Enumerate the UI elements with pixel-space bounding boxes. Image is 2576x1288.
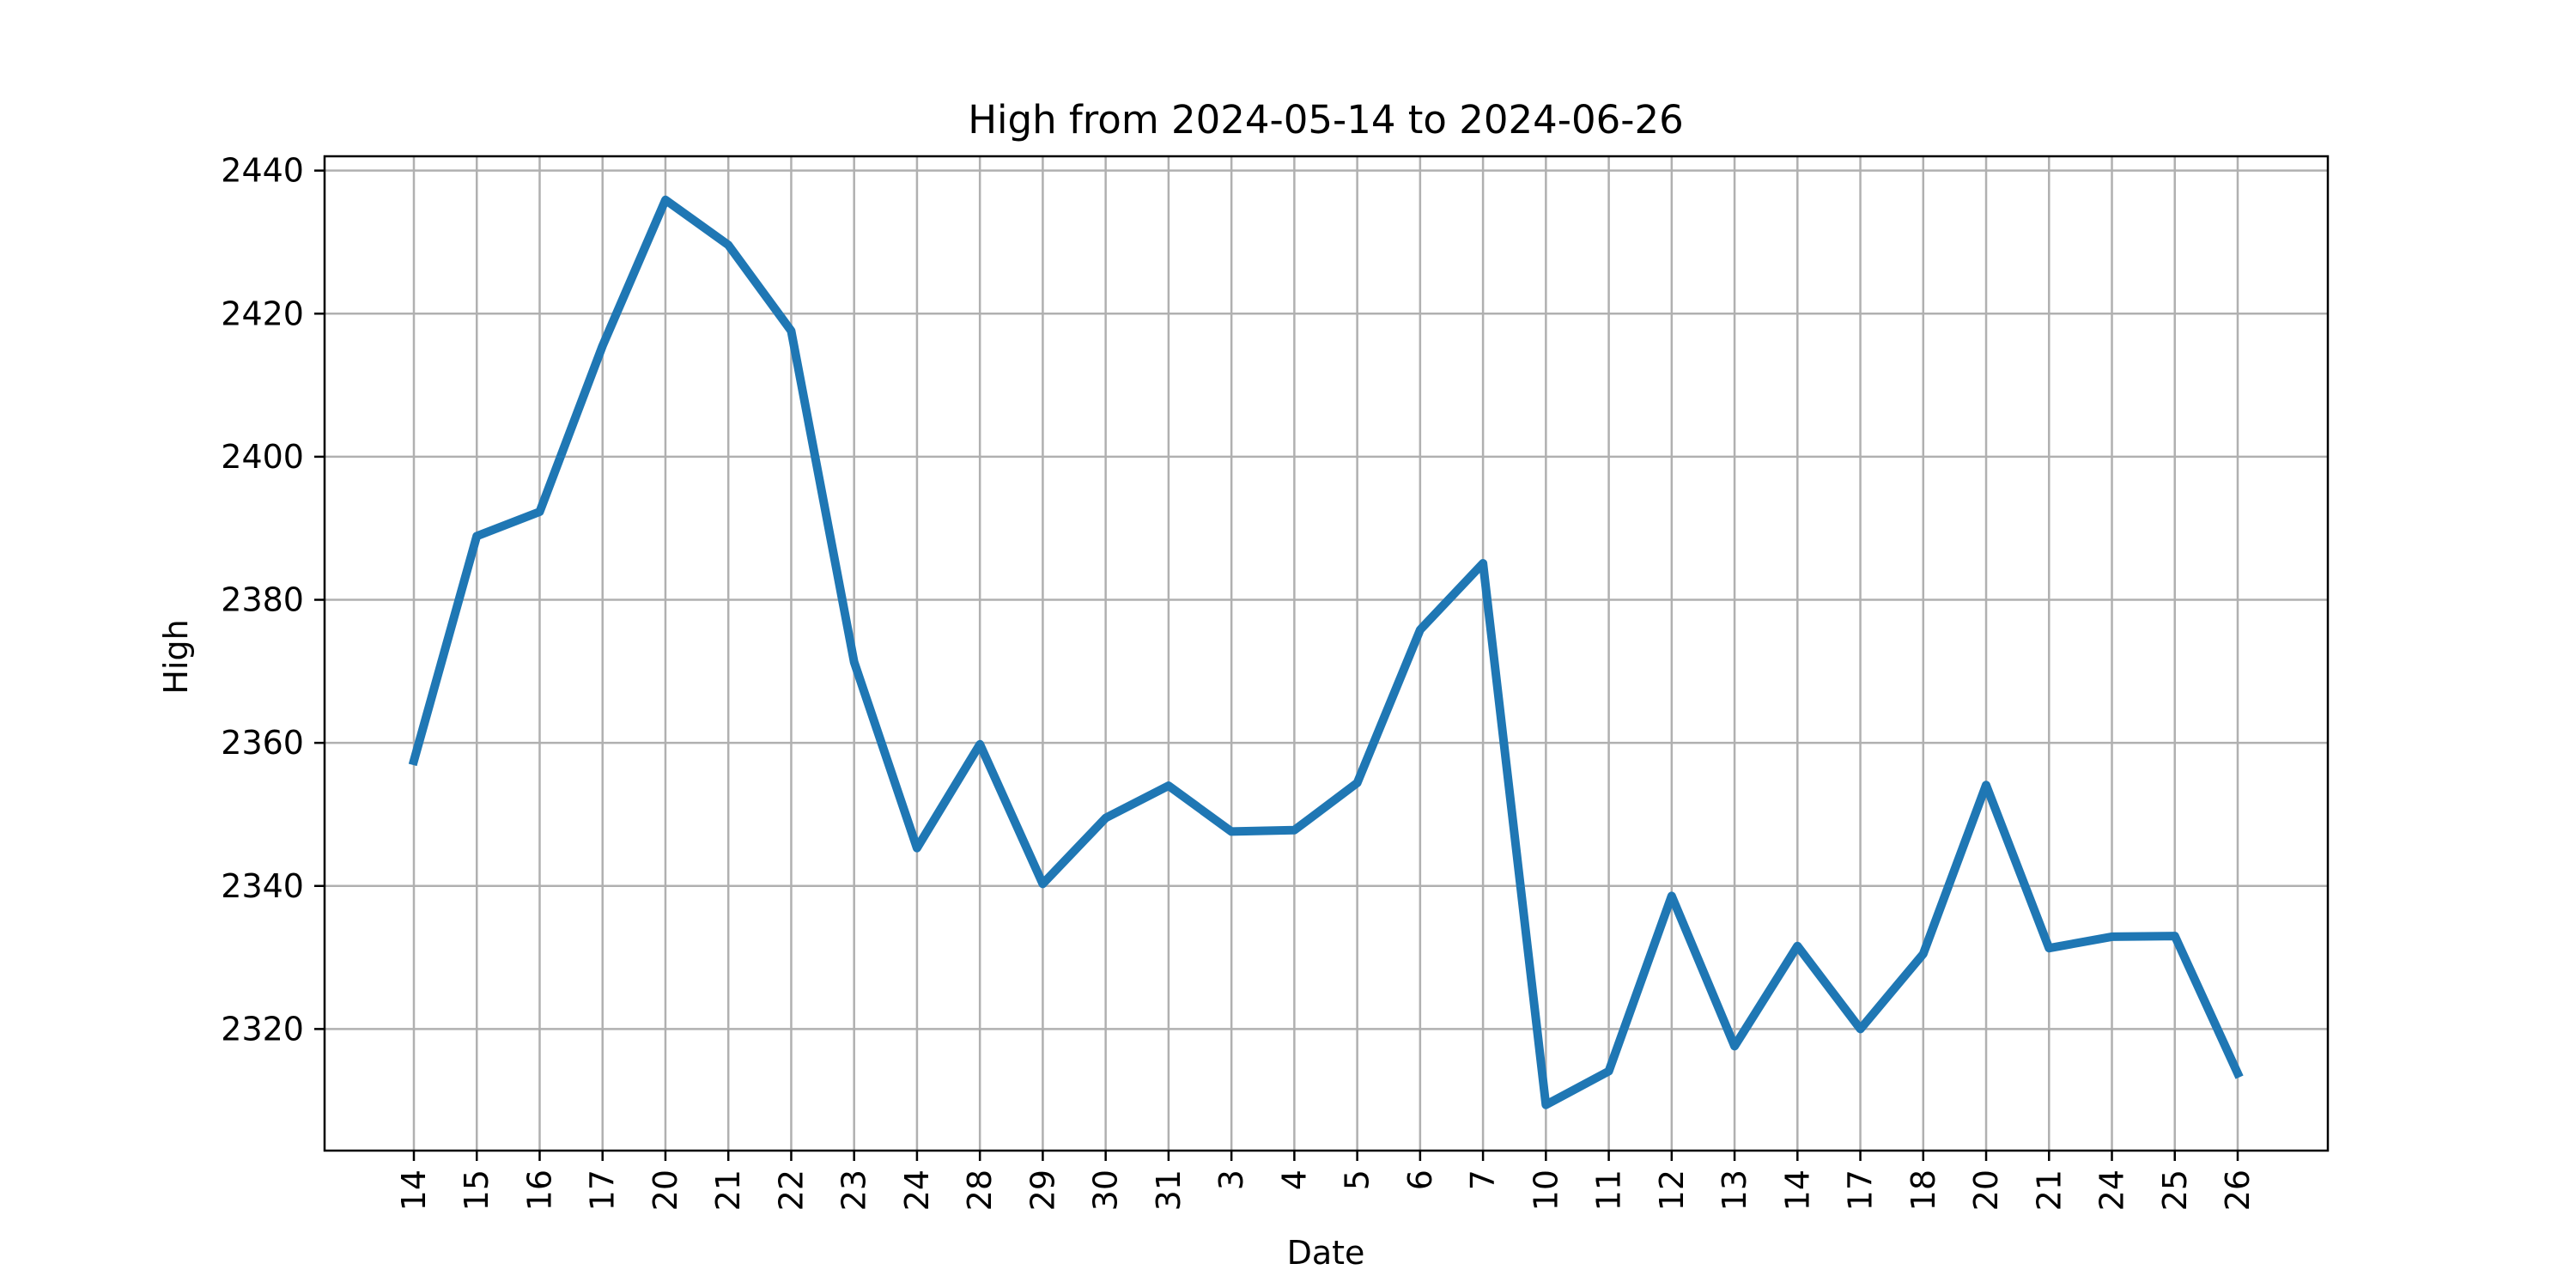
x-tick-label: 22: [772, 1170, 810, 1211]
x-tick-label: 15: [458, 1170, 495, 1211]
y-tick-label: 2360: [221, 724, 304, 762]
x-tick-label: 24: [898, 1170, 936, 1211]
y-tick-label: 2320: [221, 1010, 304, 1048]
x-axis: 14 15 16 17 20 21 22 23 24 28 29 30 31 3 4 5 6 7 10 11 12 13 1…: [395, 1151, 2257, 1211]
x-tick-label: 7: [1464, 1170, 1502, 1190]
x-tick-label: 12: [1653, 1170, 1691, 1211]
x-tick-label: 17: [1842, 1170, 1880, 1211]
x-tick-label: 21: [709, 1170, 747, 1211]
x-tick-label: 28: [961, 1170, 999, 1211]
x-tick-label: 18: [1905, 1170, 1942, 1211]
y-axis: 2320 2340 2360 2380 2400 2420 2440: [221, 152, 325, 1048]
x-tick-label: 26: [2219, 1170, 2257, 1211]
x-tick-label: 20: [1967, 1170, 2005, 1211]
x-tick-label: 10: [1527, 1170, 1564, 1211]
x-tick-label: 24: [2093, 1170, 2131, 1211]
y-tick-label: 2440: [221, 152, 304, 190]
grid-layer: [325, 156, 2328, 1151]
x-tick-label: 6: [1401, 1170, 1439, 1190]
y-tick-label: 2340: [221, 867, 304, 905]
x-tick-label: 21: [2030, 1170, 2068, 1211]
y-tick-label: 2420: [221, 295, 304, 332]
x-tick-label: 17: [584, 1170, 622, 1211]
series-layer: [408, 195, 2244, 1109]
x-tick-label: 3: [1212, 1170, 1250, 1190]
x-tick-label: 30: [1087, 1170, 1125, 1211]
x-tick-label: 29: [1024, 1170, 1061, 1211]
x-tick-label: 16: [520, 1170, 558, 1211]
x-tick-label: 31: [1150, 1170, 1188, 1211]
x-tick-label: 14: [395, 1170, 433, 1211]
y-tick-label: 2400: [221, 438, 304, 476]
x-tick-label: 20: [647, 1170, 684, 1211]
y-axis-label: High: [157, 619, 195, 694]
x-axis-label: Date: [1287, 1234, 1365, 1272]
x-tick-label: 13: [1716, 1170, 1753, 1211]
x-tick-label: 11: [1590, 1170, 1628, 1211]
x-tick-label: 14: [1778, 1170, 1816, 1211]
series-line: [408, 195, 2244, 1109]
chart-title: High from 2024-05-14 to 2024-06-26: [968, 97, 1684, 143]
plot-frame: [323, 155, 2330, 1152]
y-tick-label: 2380: [221, 581, 304, 619]
x-tick-label: 5: [1339, 1170, 1376, 1190]
x-tick-label: 25: [2156, 1170, 2194, 1211]
x-tick-label: 4: [1275, 1170, 1313, 1190]
x-tick-label: 23: [835, 1170, 873, 1211]
